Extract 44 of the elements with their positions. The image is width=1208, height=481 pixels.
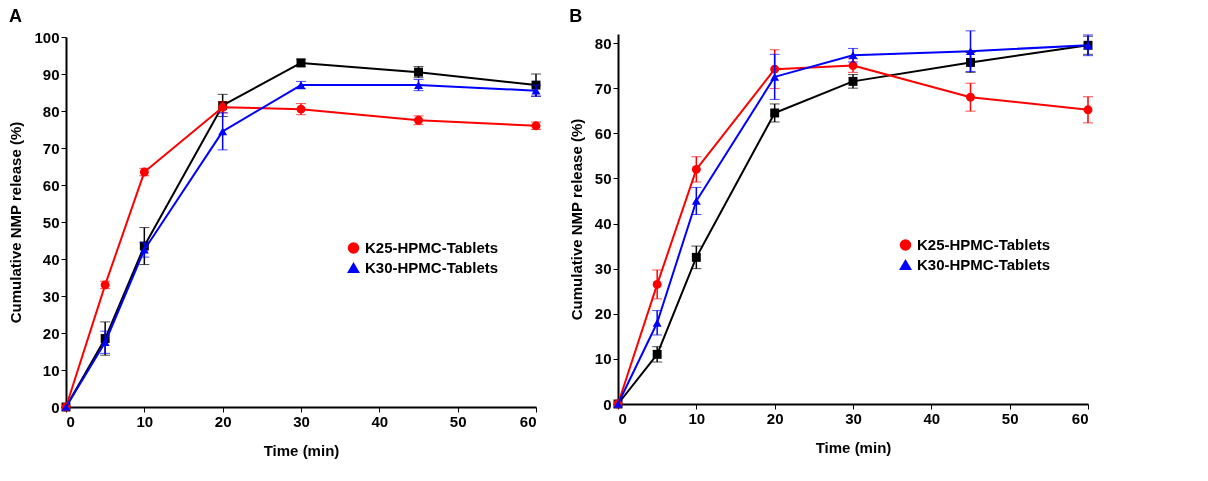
x-tick-label: 40	[923, 409, 941, 427]
y-tick-label: 70	[594, 79, 612, 97]
legend-label: K30-HPMC-Tablets	[917, 256, 1051, 273]
y-axis-title: Cumulative NMP release (%)	[567, 118, 585, 321]
y-tick-label: 60	[42, 176, 60, 194]
x-tick-label: 60	[1071, 409, 1089, 427]
x-tick-label: 0	[66, 412, 75, 430]
y-tick-label: 10	[42, 361, 60, 379]
y-tick-label: 90	[42, 65, 60, 83]
x-tick-label: 50	[1001, 409, 1019, 427]
chart-title: B	[569, 6, 583, 27]
y-tick-label: 80	[42, 102, 60, 120]
x-axis-title: Time (min)	[815, 438, 892, 456]
legend-label: K25-HPMC-Tablets	[917, 236, 1051, 253]
x-tick-label: 10	[136, 412, 154, 430]
x-tick-label: 20	[766, 409, 784, 427]
y-tick-label: 50	[594, 169, 612, 187]
x-tick-label: 50	[449, 412, 467, 430]
y-tick-label: 100	[34, 28, 60, 46]
y-tick-label: 10	[594, 350, 612, 368]
x-axis-title: Time (min)	[263, 441, 340, 459]
y-tick-label: 0	[51, 398, 60, 416]
y-tick-label: 60	[594, 124, 612, 142]
y-tick-label: 20	[594, 305, 612, 323]
y-tick-label: 30	[594, 260, 612, 278]
chart-title: A	[8, 6, 22, 26]
x-tick-label: 20	[214, 412, 232, 430]
y-tick-label: 70	[42, 139, 60, 157]
y-tick-label: 50	[42, 213, 60, 231]
y-tick-label: 0	[603, 395, 612, 413]
y-tick-label: 30	[42, 287, 60, 305]
x-tick-label: 0	[618, 409, 627, 427]
x-tick-label: 30	[845, 409, 862, 427]
y-tick-label: 20	[42, 324, 60, 342]
y-axis-title: Cumulative NMP release (%)	[7, 121, 25, 324]
y-tick-label: 80	[594, 34, 612, 52]
legend-label: K25-HPMC-Tablets	[365, 239, 499, 256]
x-tick-label: 10	[688, 409, 706, 427]
x-tick-label: 30	[293, 412, 310, 430]
legend-label: K30-HPMC-Tablets	[365, 259, 499, 276]
y-tick-label: 40	[42, 250, 60, 268]
x-tick-label: 40	[371, 412, 389, 430]
x-tick-label: 60	[519, 412, 537, 430]
y-tick-label: 40	[594, 215, 612, 233]
